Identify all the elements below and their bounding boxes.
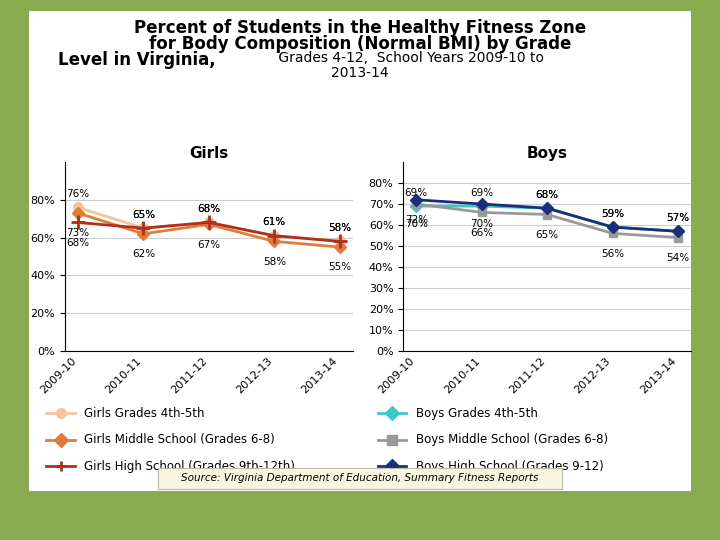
- Text: Girls High School (Grades 9th-12th): Girls High School (Grades 9th-12th): [84, 460, 295, 472]
- Text: 57%: 57%: [667, 213, 690, 223]
- Text: 61%: 61%: [263, 218, 286, 227]
- Text: Grades 4-12,  School Years 2009-10 to: Grades 4-12, School Years 2009-10 to: [274, 51, 544, 65]
- Text: 68%: 68%: [536, 190, 559, 200]
- Text: Boys Middle School (Grades 6-8): Boys Middle School (Grades 6-8): [415, 433, 608, 446]
- Text: 67%: 67%: [197, 240, 220, 249]
- Text: 59%: 59%: [601, 209, 624, 219]
- Text: 54%: 54%: [667, 253, 690, 263]
- Text: 69%: 69%: [405, 188, 428, 198]
- Text: Boys Grades 4th-5th: Boys Grades 4th-5th: [415, 407, 537, 420]
- Text: 57%: 57%: [667, 213, 690, 223]
- Text: 58%: 58%: [328, 223, 351, 233]
- Text: Girls Middle School (Grades 6-8): Girls Middle School (Grades 6-8): [84, 433, 275, 446]
- Text: 72%: 72%: [405, 215, 428, 225]
- Text: Level in Virginia,: Level in Virginia,: [58, 51, 215, 69]
- Text: 68%: 68%: [536, 190, 559, 200]
- Text: 59%: 59%: [601, 209, 624, 219]
- Text: Girls Grades 4th-5th: Girls Grades 4th-5th: [84, 407, 205, 420]
- Text: 68%: 68%: [197, 204, 220, 214]
- Text: Percent of Students in the Healthy Fitness Zone: Percent of Students in the Healthy Fitne…: [134, 19, 586, 37]
- Text: 69%: 69%: [470, 188, 493, 198]
- Title: Boys: Boys: [527, 146, 567, 161]
- Text: Boys High School (Grades 9-12): Boys High School (Grades 9-12): [415, 460, 603, 472]
- Text: 55%: 55%: [328, 262, 351, 272]
- Text: 2013-14: 2013-14: [331, 66, 389, 80]
- Text: 62%: 62%: [132, 249, 155, 259]
- Text: 68%: 68%: [197, 204, 220, 214]
- Title: Girls: Girls: [189, 146, 228, 161]
- Text: 76%: 76%: [66, 189, 89, 199]
- Text: 56%: 56%: [601, 249, 624, 259]
- Text: 61%: 61%: [263, 218, 286, 227]
- Text: 66%: 66%: [470, 228, 493, 238]
- Text: 65%: 65%: [132, 210, 155, 220]
- Text: for Body Composition (Normal BMI) by Grade: for Body Composition (Normal BMI) by Gra…: [149, 35, 571, 53]
- Text: 68%: 68%: [66, 238, 89, 248]
- Text: 65%: 65%: [132, 210, 155, 220]
- Text: 58%: 58%: [328, 223, 351, 233]
- Text: Source: Virginia Department of Education, Summary Fitness Reports: Source: Virginia Department of Education…: [181, 474, 539, 483]
- Text: 65%: 65%: [536, 230, 559, 240]
- Text: 73%: 73%: [66, 228, 89, 238]
- Text: 58%: 58%: [263, 256, 286, 267]
- Text: 70%: 70%: [405, 219, 428, 230]
- Text: 70%: 70%: [470, 219, 493, 230]
